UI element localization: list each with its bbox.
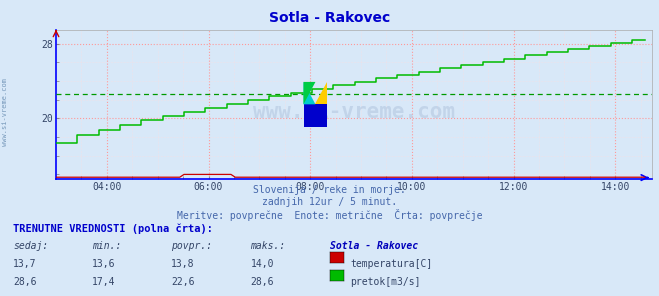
Text: Meritve: povprečne  Enote: metrične  Črta: povprečje: Meritve: povprečne Enote: metrične Črta:…: [177, 209, 482, 221]
Text: maks.:: maks.:: [250, 241, 285, 251]
Text: 17,4: 17,4: [92, 277, 116, 287]
Polygon shape: [304, 82, 316, 104]
Text: povpr.:: povpr.:: [171, 241, 212, 251]
Text: 14,0: 14,0: [250, 259, 274, 269]
Text: 22,6: 22,6: [171, 277, 195, 287]
Text: 13,6: 13,6: [92, 259, 116, 269]
Text: Sotla - Rakovec: Sotla - Rakovec: [269, 11, 390, 25]
Text: www.si-vreme.com: www.si-vreme.com: [253, 102, 455, 122]
Polygon shape: [316, 82, 328, 104]
Text: sedaj:: sedaj:: [13, 241, 48, 251]
Text: min.:: min.:: [92, 241, 122, 251]
Text: 28,6: 28,6: [250, 277, 274, 287]
Polygon shape: [304, 82, 316, 104]
Text: 28,6: 28,6: [13, 277, 37, 287]
Text: Sotla - Rakovec: Sotla - Rakovec: [330, 241, 418, 251]
Bar: [304, 104, 328, 127]
Text: temperatura[C]: temperatura[C]: [351, 259, 433, 269]
Text: TRENUTNE VREDNOSTI (polna črta):: TRENUTNE VREDNOSTI (polna črta):: [13, 223, 213, 234]
Text: www.si-vreme.com: www.si-vreme.com: [2, 78, 9, 147]
Text: Slovenija / reke in morje.: Slovenija / reke in morje.: [253, 185, 406, 195]
Text: 13,8: 13,8: [171, 259, 195, 269]
Text: 13,7: 13,7: [13, 259, 37, 269]
Text: zadnjih 12ur / 5 minut.: zadnjih 12ur / 5 minut.: [262, 197, 397, 207]
Text: pretok[m3/s]: pretok[m3/s]: [351, 277, 421, 287]
